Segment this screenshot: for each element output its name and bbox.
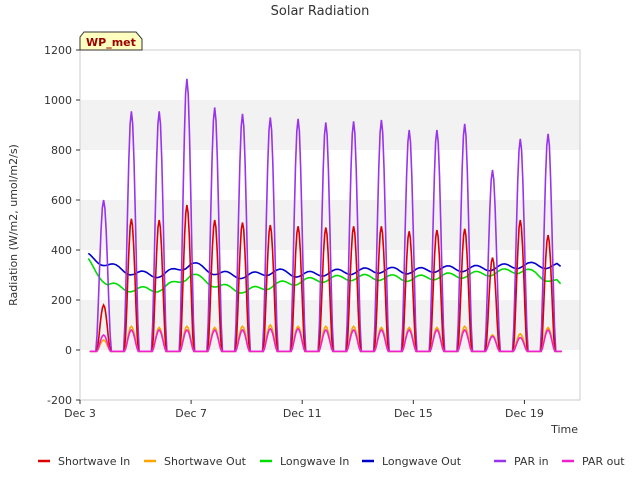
y-tick-label: 800 <box>51 144 72 157</box>
x-tick-label: Dec 7 <box>175 407 207 420</box>
plot-frame <box>79 49 581 401</box>
grid-band <box>80 350 580 400</box>
series-lines <box>87 78 562 353</box>
legend-label: Longwave Out <box>382 455 462 468</box>
y-tick-label: 0 <box>65 344 72 357</box>
legend-label: PAR out <box>582 455 625 468</box>
grid-band <box>80 50 580 100</box>
series-line-par-out <box>89 327 562 353</box>
station-label-background <box>79 31 143 51</box>
series-line-shortwave-in <box>89 204 562 353</box>
station-label-box: WP_met <box>79 31 143 51</box>
chart-title: Solar Radiation <box>271 4 370 19</box>
legend-label: Shortwave Out <box>164 455 247 468</box>
grid-band <box>80 150 580 200</box>
station-label: WP_met <box>86 36 136 49</box>
legend-label: Longwave In <box>280 455 349 468</box>
y-tick-label: 1200 <box>44 44 72 57</box>
y-axis-label: Radiation (W/m2, umol/m2/s) <box>7 144 20 306</box>
x-tick-label: Dec 3 <box>64 407 96 420</box>
y-tick-label: 200 <box>51 294 72 307</box>
x-tick-label: Dec 19 <box>505 407 544 420</box>
x-tick-label: Dec 11 <box>283 407 322 420</box>
legend-label: Shortwave In <box>58 455 130 468</box>
legend-label: PAR in <box>514 455 549 468</box>
legend: Shortwave In Shortwave Out Longwave In Long… <box>38 455 625 468</box>
y-tick-label: 400 <box>51 244 72 257</box>
series-line-longwave-out <box>87 252 562 280</box>
grid-band <box>80 100 580 150</box>
y-tick-label: -200 <box>47 394 72 407</box>
series-line-longwave-in <box>87 257 562 294</box>
series-line-par-in <box>89 78 562 353</box>
x-axis-label: Time <box>550 423 578 436</box>
x-axis-ticks: Dec 3 Dec 7 Dec 11 Dec 15 Dec 19 <box>64 400 544 420</box>
y-tick-label: 600 <box>51 194 72 207</box>
y-axis-ticks: -200 0 200 400 600 800 1000 1200 <box>44 44 80 407</box>
x-tick-label: Dec 15 <box>394 407 433 420</box>
y-tick-label: 1000 <box>44 94 72 107</box>
